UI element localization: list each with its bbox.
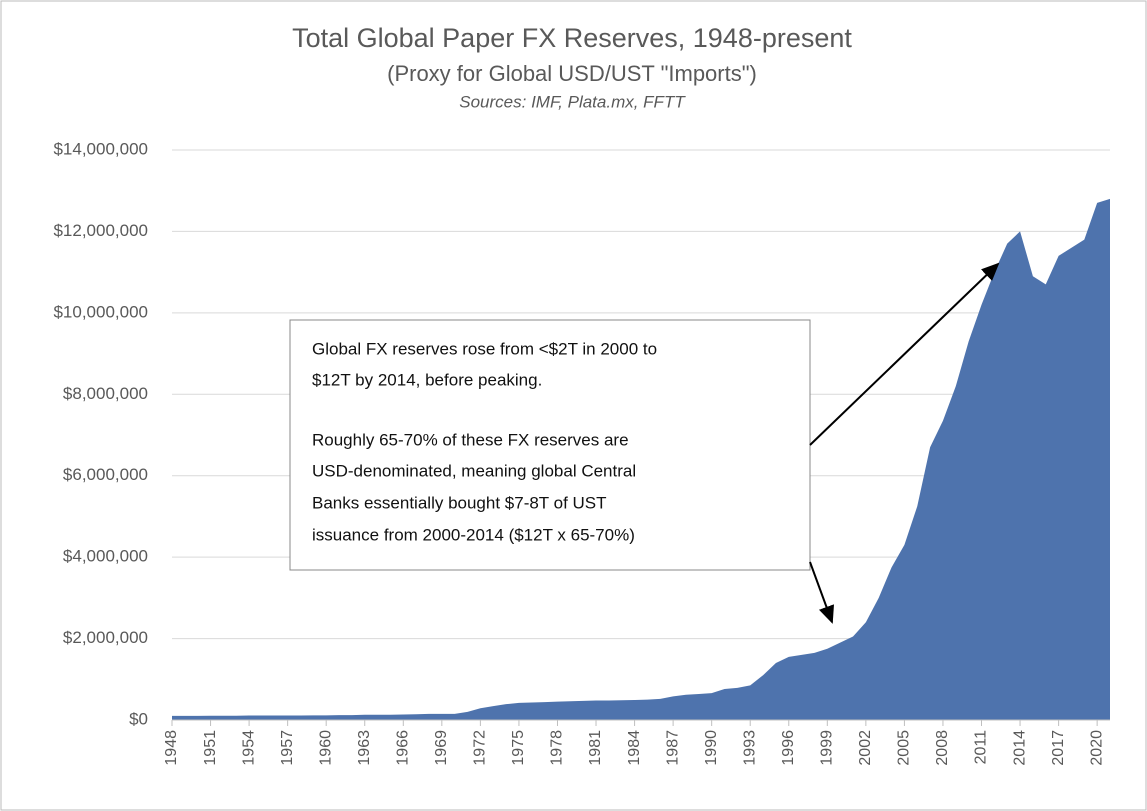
x-tick-label: 2014	[1011, 730, 1028, 766]
annotation-line: Roughly 65-70% of these FX reserves are	[312, 430, 629, 449]
x-tick-label: 2008	[934, 730, 951, 766]
x-tick-label: 1951	[202, 730, 219, 766]
annotation-line: issuance from 2000-2014 ($12T x 65-70%)	[312, 525, 635, 544]
y-tick-label: $6,000,000	[63, 465, 148, 484]
annotation-line: Global FX reserves rose from <$2T in 200…	[312, 339, 657, 358]
area	[172, 198, 1110, 720]
x-tick-label: 1993	[741, 730, 758, 766]
y-tick-label: $8,000,000	[63, 384, 148, 403]
x-tick-label: 2020	[1088, 730, 1105, 766]
x-tick-label: 1978	[549, 730, 566, 766]
x-tick-label: 1990	[703, 730, 720, 766]
x-tick-label: 1948	[163, 730, 180, 766]
y-tick-label: $0	[129, 709, 148, 728]
annotation-box	[289, 319, 811, 571]
arrow	[809, 262, 1000, 446]
chart-subtitle: (Proxy for Global USD/UST "Imports")	[387, 61, 757, 86]
x-tick-label: 1954	[240, 730, 257, 766]
arrow	[809, 561, 835, 624]
y-tick-label: $10,000,000	[53, 302, 148, 321]
annotation-line: Banks essentially bought $7-8T of UST	[312, 493, 607, 512]
annotation: Global FX reserves rose from <$2T in 200…	[289, 262, 1000, 624]
x-tick-label: 2017	[1050, 730, 1067, 766]
chart-source: Sources: IMF, Plata.mx, FFTT	[459, 92, 686, 111]
y-tick-label: $2,000,000	[63, 628, 148, 647]
chart-title: Total Global Paper FX Reserves, 1948-pre…	[292, 23, 852, 53]
y-tick-label: $14,000,000	[53, 139, 148, 158]
x-tick-label: 1996	[780, 730, 797, 766]
x-tick-label: 1969	[433, 730, 450, 766]
x-tick-label: 2005	[896, 730, 913, 766]
y-tick-label: $4,000,000	[63, 547, 148, 566]
x-tick-label: 1963	[356, 730, 373, 766]
x-tick-label: 1975	[510, 730, 527, 766]
x-tick-label: 1966	[395, 730, 412, 766]
annotation-line: USD-denominated, meaning global Central	[312, 461, 636, 480]
annotation-line: $12T by 2014, before peaking.	[312, 370, 542, 389]
x-tick-label: 1999	[819, 730, 836, 766]
x-tick-label: 2002	[857, 730, 874, 766]
x-tick-label: 2011	[973, 730, 990, 765]
x-tick-label: 1987	[664, 730, 681, 766]
x-tick-label: 1984	[626, 730, 643, 766]
y-tick-label: $12,000,000	[53, 221, 148, 240]
x-tick-label: 1972	[472, 730, 489, 766]
x-tick-label: 1981	[587, 730, 604, 766]
x-tick-label: 1960	[317, 730, 334, 766]
x-tick-label: 1957	[279, 730, 296, 766]
